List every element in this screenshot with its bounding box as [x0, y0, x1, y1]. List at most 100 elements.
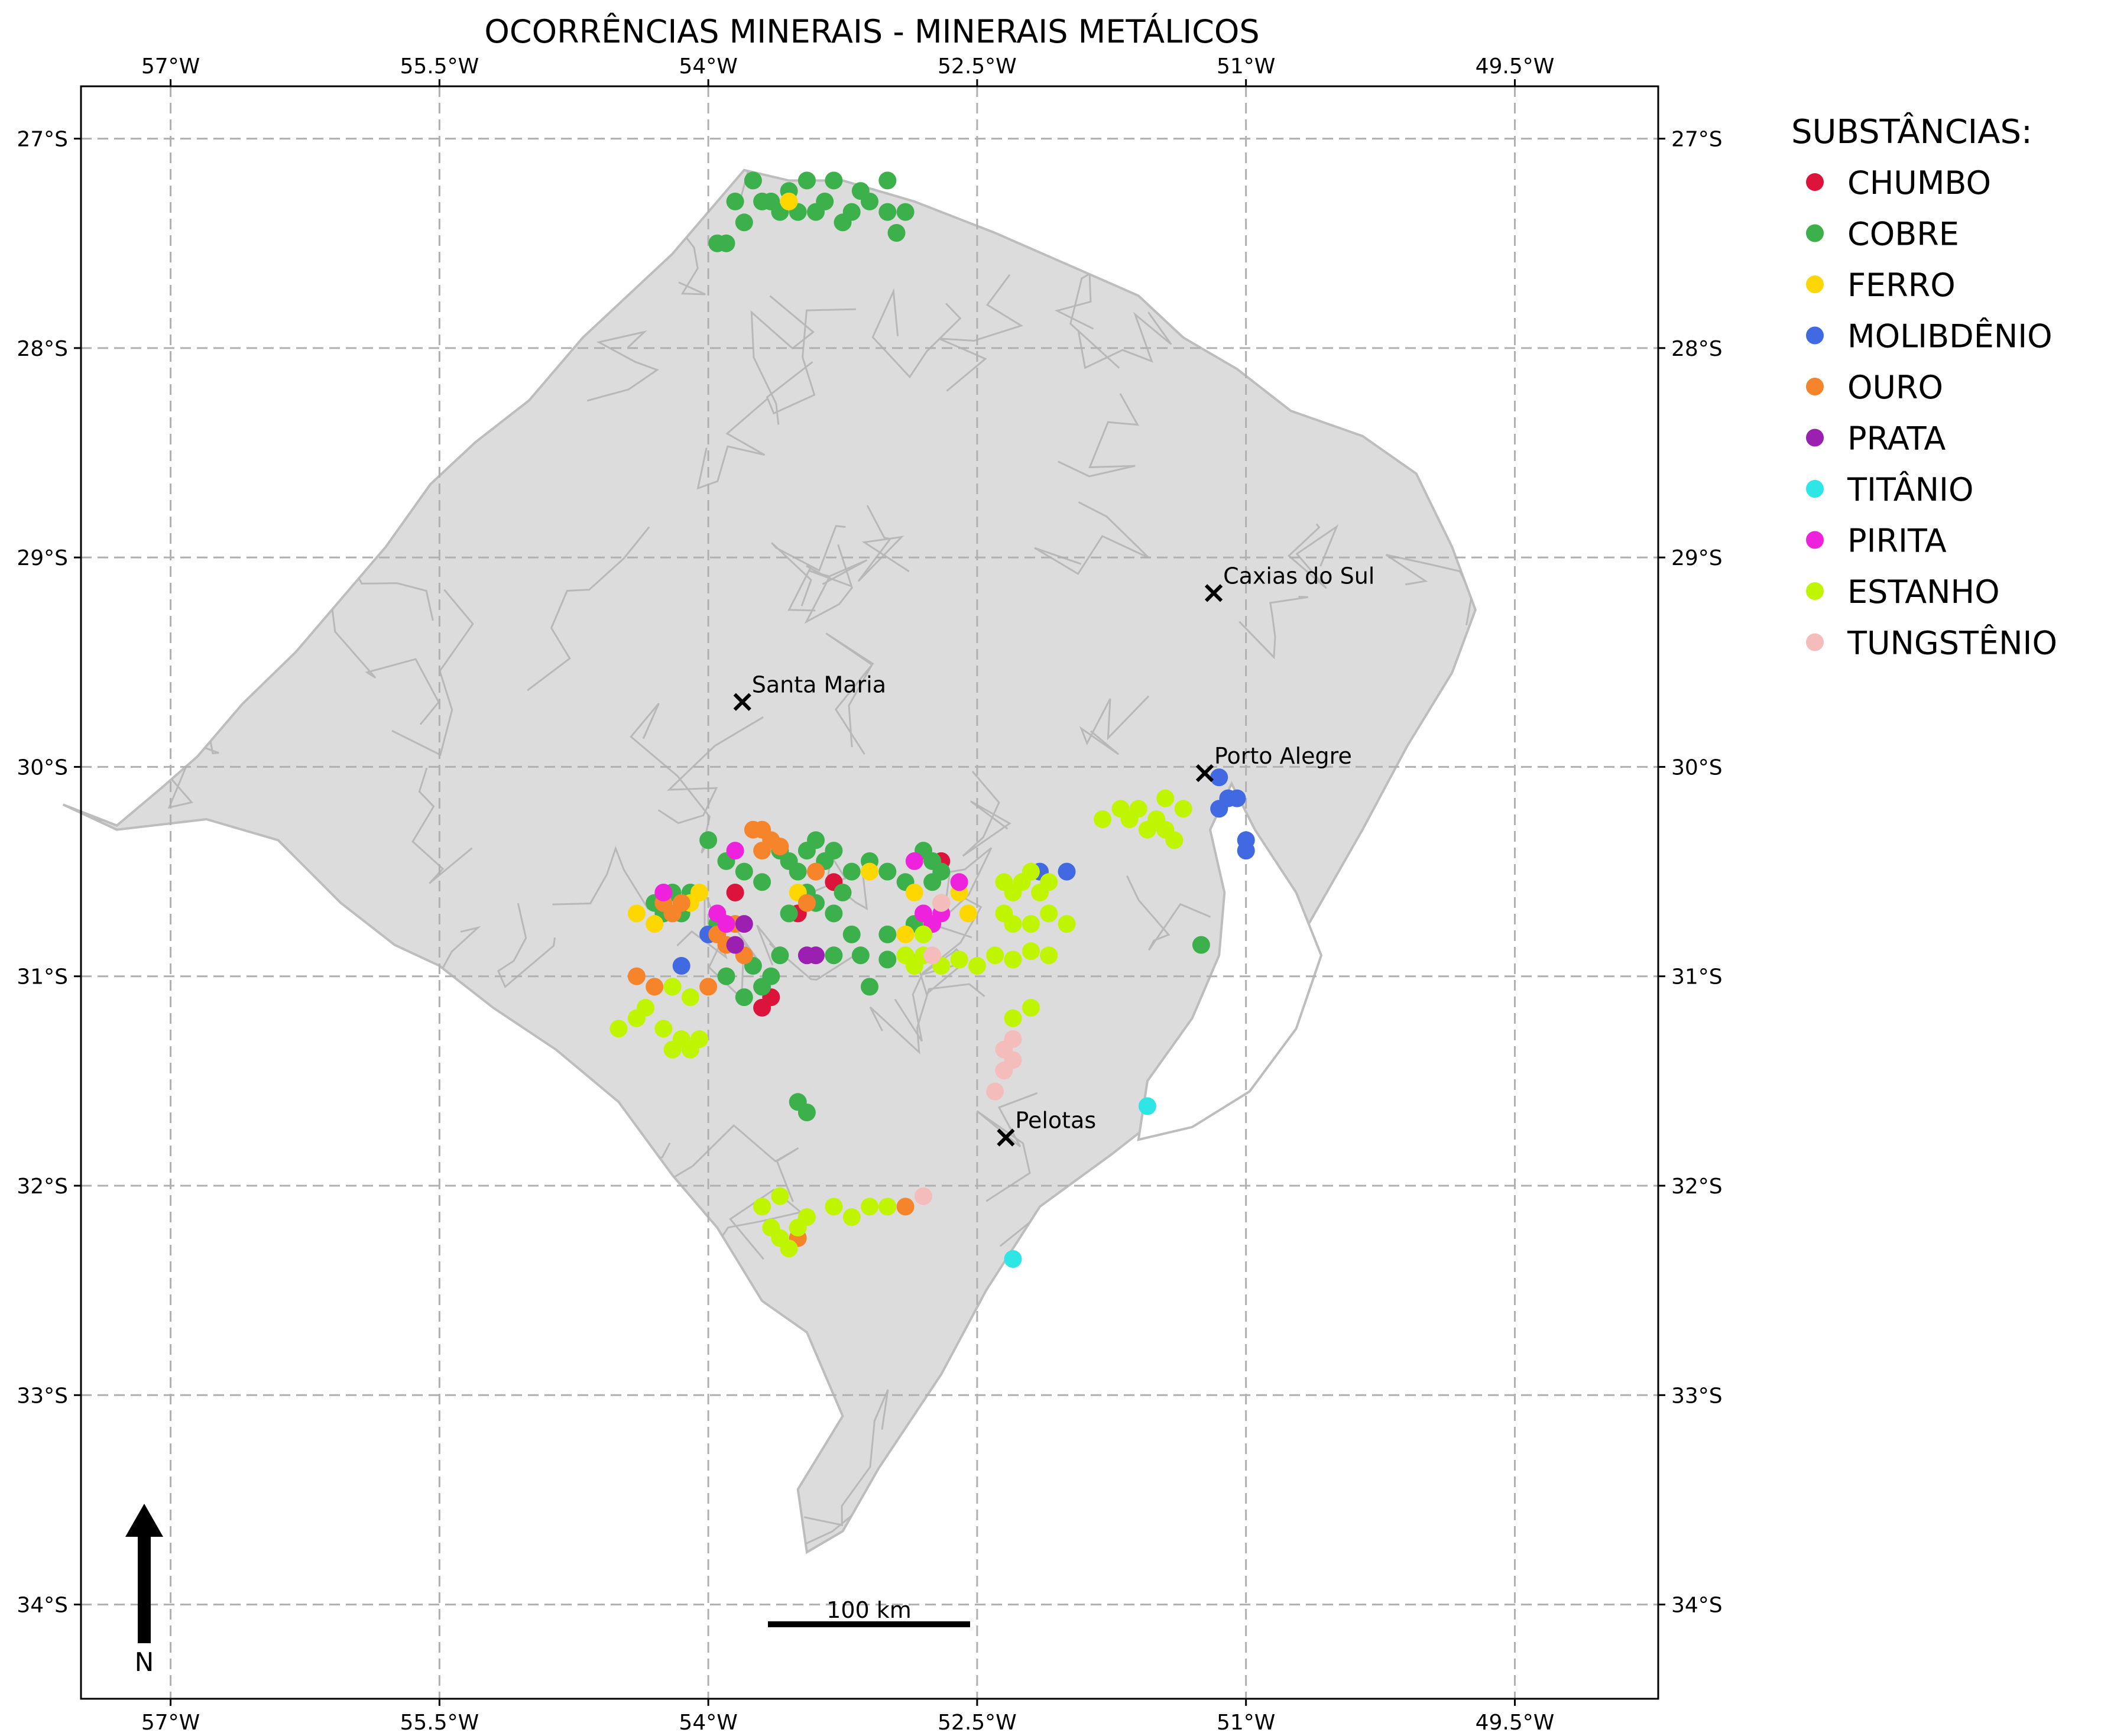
- x-tick-label-bottom: 57°W: [141, 1711, 200, 1735]
- municipality-boundary: [1058, 393, 1139, 478]
- occurrence-point-ouro: [646, 978, 664, 996]
- municipality-boundary: [230, 1513, 336, 1553]
- occurrence-point-cobre: [797, 171, 816, 190]
- occurrence-point-cobre: [834, 884, 852, 901]
- occurrence-point-cobre: [878, 203, 897, 221]
- occurrence-point-ferro: [690, 884, 708, 901]
- occurrence-point-cobre: [780, 904, 798, 923]
- municipality-boundary: [1496, 182, 1539, 238]
- municipality-boundary: [976, 1092, 1038, 1202]
- occurrence-point-titânio: [1004, 1250, 1022, 1268]
- x-tick-label-bottom: 55.5°W: [400, 1711, 479, 1735]
- municipality-boundary: [327, 1263, 450, 1335]
- municipality-boundary: [449, 1491, 581, 1553]
- occurrence-point-molibdênio: [1237, 842, 1255, 860]
- city-marker: [1195, 764, 1214, 783]
- occurrence-point-ouro: [896, 1198, 915, 1216]
- occurrence-point-estanho: [1040, 873, 1058, 891]
- y-tick-label-right: 27°S: [1671, 128, 1723, 152]
- occurrence-point-estanho: [690, 1030, 708, 1048]
- y-tick-label-right: 33°S: [1671, 1384, 1723, 1408]
- occurrence-point-cobre: [878, 950, 897, 969]
- occurrence-point-cobre: [861, 192, 878, 210]
- legend-marker-titânio: [1806, 480, 1824, 498]
- occurrence-point-tungstênio: [986, 1082, 1004, 1101]
- occurrence-point-cobre: [753, 978, 771, 996]
- municipality-boundary: [286, 362, 419, 449]
- y-tick-label-left: 27°S: [17, 128, 68, 152]
- municipality-boundary: [1635, 640, 1765, 775]
- occurrence-point-tungstênio: [923, 946, 942, 965]
- occurrence-point-estanho: [681, 988, 699, 1007]
- municipality-boundary: [750, 295, 815, 425]
- occurrence-point-cobre: [753, 873, 771, 891]
- occurrence-point-tungstênio: [1004, 1051, 1022, 1069]
- occurrence-point-cobre: [923, 873, 942, 891]
- legend-label: MOLIBDÊNIO: [1847, 318, 2053, 355]
- north-arrow-label: N: [135, 1647, 154, 1677]
- legend-label: TUNGSTÊNIO: [1847, 625, 2057, 662]
- municipality-boundary: [63, 384, 111, 465]
- municipality-boundary: [199, 852, 271, 919]
- occurrence-point-cobre: [878, 925, 897, 943]
- legend-label: FERRO: [1847, 267, 1956, 304]
- municipality-boundary: [1337, 1029, 1371, 1150]
- occurrence-point-estanho: [825, 1198, 843, 1216]
- occurrence-point-ferro: [780, 192, 798, 210]
- municipality-boundary: [527, 526, 650, 692]
- state-outline: [62, 168, 1477, 1555]
- municipality-boundary: [586, 330, 659, 402]
- occurrence-point-estanho: [1004, 950, 1022, 969]
- municipality-boundary: [657, 716, 764, 825]
- y-tick-label-left: 34°S: [17, 1594, 68, 1618]
- municipality-boundary: [962, 771, 1011, 857]
- legend-marker-chumbo: [1806, 173, 1824, 191]
- legend-marker-molibdênio: [1806, 326, 1824, 345]
- municipality-boundary: [1561, 134, 1619, 200]
- x-tick-label-top: 49.5°W: [1476, 54, 1555, 79]
- municipality-boundary: [1024, 1452, 1105, 1518]
- municipality-boundary: [89, 936, 147, 1023]
- occurrence-point-ouro: [771, 838, 789, 856]
- occurrence-point-cobre: [807, 203, 825, 221]
- municipality-boundary: [1249, 1409, 1327, 1488]
- occurrence-point-cobre: [878, 171, 897, 190]
- municipality-boundary: [894, 892, 983, 1042]
- occurrence-point-estanho: [1040, 904, 1058, 923]
- occurrence-point-pirita: [950, 873, 968, 891]
- municipality-boundary: [1212, 1424, 1299, 1517]
- occurrence-point-molibdênio: [1210, 768, 1228, 787]
- occurrence-point-cobre: [735, 213, 753, 232]
- city-label: Pelotas: [1015, 1108, 1096, 1134]
- y-tick-label-left: 32°S: [17, 1174, 68, 1199]
- municipality-boundary: [1323, 1468, 1367, 1553]
- occurrence-point-cobre: [726, 192, 744, 210]
- municipality-boundary: [155, 719, 219, 755]
- legend-marker-cobre: [1806, 224, 1824, 242]
- gridlines: [81, 86, 1658, 1699]
- municipality-boundary: [1376, 1037, 1426, 1114]
- x-tick-label-bottom: 52.5°W: [938, 1711, 1017, 1735]
- municipality-boundary: [1079, 695, 1150, 755]
- north-arrow: N: [125, 1504, 163, 1677]
- x-tick-label-top: 57°W: [141, 54, 200, 79]
- occurrence-point-ferro: [627, 904, 646, 923]
- occurrence-point-estanho: [654, 1020, 673, 1038]
- legend-marker-prata: [1806, 429, 1824, 447]
- occurrence-point-estanho: [878, 1198, 897, 1216]
- x-tick-label-top: 52.5°W: [938, 54, 1017, 79]
- municipality-boundary: [1197, 1393, 1326, 1439]
- municipality-boundary: [236, 1393, 280, 1455]
- occurrence-point-cobre: [825, 946, 843, 965]
- occurrence-point-ferro: [861, 862, 878, 881]
- y-tick-label-left: 28°S: [17, 337, 68, 361]
- occurrence-point-cobre: [797, 1104, 816, 1121]
- occurrence-point-estanho: [968, 957, 986, 975]
- municipality-boundary: [266, 987, 417, 1047]
- municipality-boundary: [825, 632, 874, 755]
- occurrence-point-estanho: [1040, 946, 1058, 965]
- occurrence-point-cobre: [762, 192, 780, 210]
- occurrence-point-ferro: [905, 884, 923, 901]
- occurrence-point-estanho: [986, 946, 1004, 965]
- occurrence-point-cobre: [708, 234, 727, 252]
